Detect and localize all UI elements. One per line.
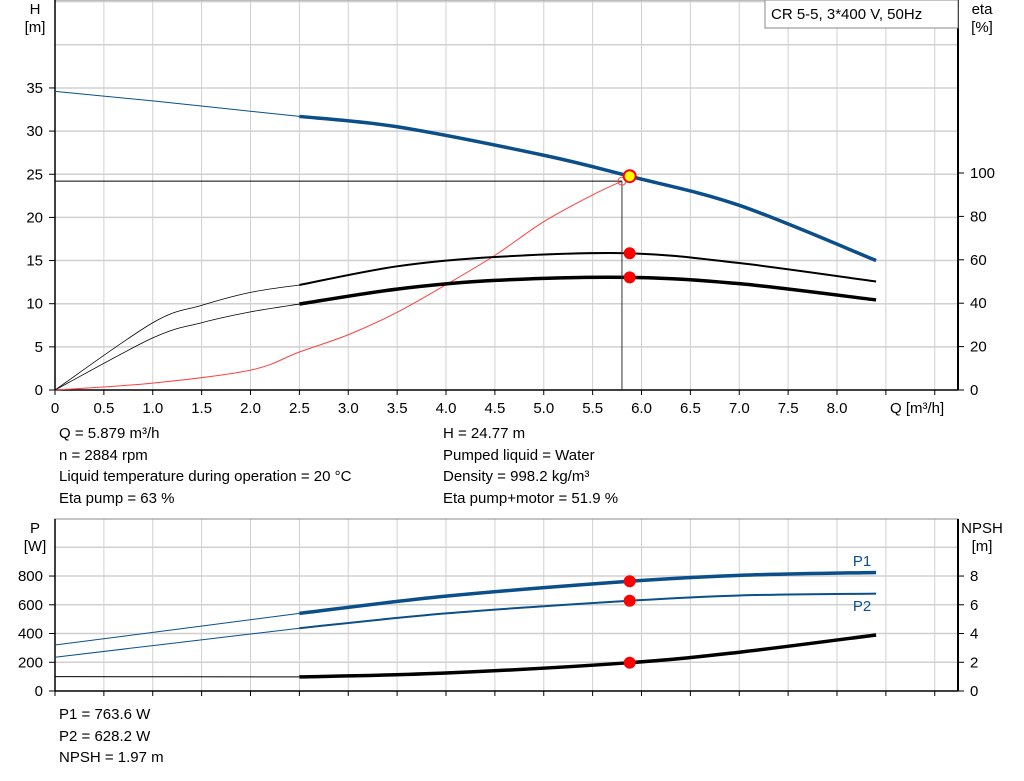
- y-axis-title-left: H: [30, 1, 41, 18]
- head-curve-extrapolated: [54, 90, 300, 117]
- duty-point-npsh: [623, 656, 636, 669]
- x-tick-label: 2.5: [289, 400, 310, 417]
- info-left: Q = 5.879 m³/h n = 2884 rpm Liquid tempe…: [59, 423, 351, 509]
- y-axis-title-left: P: [30, 520, 40, 537]
- y-tick-label-right: 20: [970, 339, 987, 356]
- info-head: H = 24.77 m: [443, 425, 526, 442]
- x-tick-label: 3.0: [338, 400, 359, 417]
- info-density: Density = 998.2 kg/m³: [443, 468, 590, 485]
- info-p2: P2 = 628.2 W: [59, 727, 151, 745]
- duty-point-eta-pump: [623, 247, 636, 260]
- y-axis-unit-left: [W]: [24, 538, 47, 555]
- y-axis-unit-right: [%]: [971, 19, 993, 36]
- info-flow: Q = 5.879 m³/h: [59, 425, 160, 442]
- x-tick-label: 0: [51, 400, 59, 417]
- y-tick-label-left: 10: [26, 296, 43, 313]
- y-tick-label-right: 0: [970, 683, 978, 700]
- y-tick-label-left: 20: [26, 209, 43, 226]
- duty-point-head: [622, 169, 637, 184]
- info-bottom: P1 = 763.6 W P2 = 628.2 W NPSH = 1.97 m: [59, 704, 164, 769]
- y-tick-label-left: 0: [35, 382, 43, 399]
- info-liquid: Pumped liquid = Water: [443, 446, 595, 464]
- y-tick-label-right: 4: [970, 626, 978, 643]
- x-tick-label: 3.5: [387, 400, 408, 417]
- x-tick-label: 5.5: [582, 400, 603, 417]
- x-tick-label: 0.5: [93, 400, 114, 417]
- info-npsh: NPSH = 1.97 m: [59, 749, 164, 766]
- eta-pump-curve: [299, 252, 877, 286]
- y-tick-label-left: 400: [18, 626, 43, 643]
- duty-point-p2: [623, 594, 636, 607]
- y-tick-label-left: 200: [18, 654, 43, 671]
- info-eta-pump-motor: Eta pump+motor = 51.9 %: [443, 489, 619, 507]
- y-tick-label-right: 6: [970, 597, 978, 614]
- y-tick-label-left: 35: [26, 80, 43, 97]
- duty-point-p1: [623, 575, 636, 588]
- p2-curve: [299, 592, 877, 630]
- p1-curve-extrapolated: [54, 612, 300, 646]
- y-tick-label-right: 80: [970, 208, 987, 225]
- x-tick-label: 6.0: [631, 400, 652, 417]
- duty-point-eta-pump-motor: [623, 271, 636, 284]
- x-axis-title: Q [m³/h]: [890, 400, 944, 417]
- legend-box: [764, 0, 959, 29]
- system-curve: [54, 180, 623, 391]
- y-tick-label-left: 0: [35, 683, 43, 700]
- eta-pump-curve-extrapolated: [54, 284, 300, 391]
- legend-text: CR 5-5, 3*400 V, 50Hz: [771, 6, 922, 23]
- head-curve: [299, 114, 877, 263]
- x-tick-label: 4.5: [484, 400, 505, 417]
- y-axis-unit-right: [m]: [972, 538, 993, 555]
- y-tick-label-left: 15: [26, 253, 43, 270]
- y-tick-label-right: 0: [970, 382, 978, 399]
- series-label-p1: P1: [853, 553, 871, 570]
- npsh-curve: [299, 633, 877, 679]
- y-tick-label-left: 30: [26, 123, 43, 140]
- x-tick-label: 7.5: [778, 400, 799, 417]
- y-tick-label-right: 60: [970, 252, 987, 269]
- plot-frame: [54, 0, 959, 391]
- info-p1: P1 = 763.6 W: [59, 706, 151, 723]
- info-speed: n = 2884 rpm: [59, 446, 148, 464]
- y-tick-label-right: 8: [970, 568, 978, 585]
- eta-pump-motor-curve: [299, 275, 877, 306]
- x-tick-label: 6.5: [680, 400, 701, 417]
- y-axis-title-right: eta: [972, 1, 994, 18]
- x-tick-label: 5.0: [533, 400, 554, 417]
- info-right: H = 24.77 m Pumped liquid = Water Densit…: [443, 423, 618, 509]
- x-tick-label: 8.0: [827, 400, 848, 417]
- x-tick-label: 1.0: [142, 400, 163, 417]
- x-tick-label: 2.0: [240, 400, 261, 417]
- eta-pump-motor-curve-extrapolated: [54, 303, 300, 391]
- p1-curve: [299, 570, 877, 616]
- y-tick-label-left: 800: [18, 568, 43, 585]
- y-axis-unit-left: [m]: [25, 19, 46, 36]
- y-tick-label-right: 2: [970, 654, 978, 671]
- x-tick-label: 7.0: [729, 400, 750, 417]
- y-axis-title-right: NPSH: [961, 520, 1003, 537]
- info-temperature: Liquid temperature during operation = 20…: [59, 468, 352, 485]
- p2-curve-extrapolated: [54, 627, 300, 658]
- x-tick-label: 1.5: [191, 400, 212, 417]
- y-tick-label-left: 600: [18, 597, 43, 614]
- info-eta-pump: Eta pump = 63 %: [59, 489, 175, 507]
- y-tick-label-left: 25: [26, 166, 43, 183]
- y-tick-label-right: 40: [970, 295, 987, 312]
- series-label-p2: P2: [853, 598, 871, 615]
- y-tick-label-right: 100: [970, 165, 995, 182]
- y-tick-label-left: 5: [35, 339, 43, 356]
- x-tick-label: 4.0: [436, 400, 457, 417]
